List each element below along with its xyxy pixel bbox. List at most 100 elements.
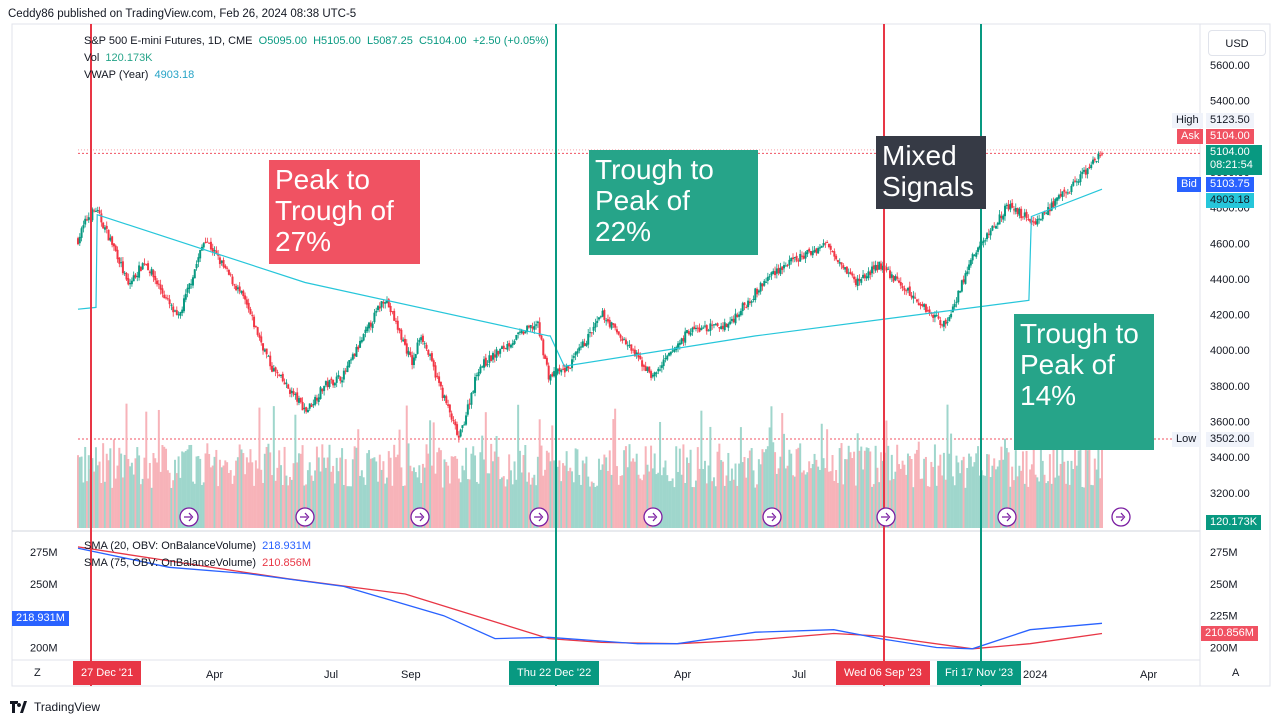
- auto-scale-toggle[interactable]: A: [1232, 667, 1240, 679]
- volume-bar: [294, 414, 297, 528]
- candle-body: [838, 262, 841, 264]
- volume-bar: [403, 485, 406, 528]
- symbol-legend[interactable]: S&P 500 E-mini Futures, 1D, CME O5095.00…: [84, 35, 549, 47]
- candle-body: [1016, 207, 1019, 215]
- candle-body: [752, 298, 755, 300]
- marker-label-06-sep-23[interactable]: Wed 06 Sep '23: [836, 661, 930, 685]
- volume-bar: [400, 467, 403, 528]
- volume-bar: [1009, 486, 1012, 528]
- volume-bar: [786, 465, 789, 528]
- volume-legend[interactable]: Vol 120.173K: [84, 52, 153, 64]
- log-scale-toggle[interactable]: Z: [34, 667, 41, 679]
- volume-bar: [845, 459, 848, 528]
- volume-bar: [190, 444, 193, 528]
- volume-bar: [562, 463, 565, 528]
- obv-sma75-legend[interactable]: SMA (75, OBV: OnBalanceVolume) 210.856M: [84, 557, 311, 569]
- volume-bar: [475, 481, 478, 528]
- volume-bar: [436, 452, 439, 528]
- candle-body: [294, 394, 297, 396]
- volume-bar: [583, 463, 586, 528]
- candle-body: [831, 251, 834, 253]
- volume-bar: [1093, 458, 1096, 528]
- candle-body: [339, 376, 342, 381]
- volume-bar: [547, 452, 550, 528]
- volume-bar: [707, 465, 710, 528]
- ohlc-close: C5104.00: [418, 35, 467, 47]
- volume-bar: [743, 456, 746, 528]
- marker-label-17-nov-23[interactable]: Fri 17 Nov '23: [937, 661, 1022, 685]
- candle-body: [348, 360, 351, 367]
- candle-body: [504, 348, 507, 350]
- volume-bar: [705, 483, 708, 528]
- volume-bar: [263, 453, 266, 528]
- volume-bar: [267, 443, 270, 528]
- candle-body: [350, 359, 353, 361]
- candle-body: [400, 329, 403, 340]
- candle-body: [393, 310, 396, 321]
- volume-bar: [590, 481, 593, 528]
- candle-body: [822, 243, 825, 246]
- candle-body: [829, 245, 832, 250]
- candle-body: [448, 404, 451, 413]
- candle-body: [558, 367, 561, 372]
- candle-body: [93, 210, 96, 212]
- vwap-value: 4903.18: [154, 69, 195, 81]
- volume-bar: [910, 459, 913, 528]
- candle-body: [721, 325, 724, 329]
- candle-body: [757, 290, 760, 293]
- volume-bar: [921, 478, 924, 528]
- volume-bar: [811, 464, 814, 528]
- candle-body: [1075, 181, 1078, 183]
- footer-brand[interactable]: TradingView: [10, 700, 100, 714]
- candle-body: [984, 240, 987, 242]
- candle-body: [1066, 192, 1069, 194]
- candle-body: [630, 344, 633, 351]
- candle-body: [991, 225, 994, 231]
- obv-axis-label: 250M: [1210, 579, 1238, 591]
- volume-bar: [303, 485, 306, 528]
- volume-bar: [412, 467, 415, 528]
- volume-bar: [790, 453, 793, 528]
- marker-label-27-dec-21[interactable]: 27 Dec '21: [73, 661, 142, 685]
- candle-body: [635, 352, 638, 355]
- volume-bar: [558, 460, 561, 528]
- volume-bar: [808, 461, 811, 528]
- currency-button[interactable]: USD: [1208, 30, 1266, 56]
- x-label-2024: 2024: [1023, 669, 1048, 681]
- candle-body: [887, 268, 890, 270]
- candle-body: [729, 321, 732, 325]
- vwap-legend[interactable]: VWAP (Year) 4903.18: [84, 69, 194, 81]
- obv-sma20-legend[interactable]: SMA (20, OBV: OnBalanceVolume) 218.931M: [84, 540, 311, 552]
- volume-bar: [896, 444, 899, 528]
- candle-body: [1039, 219, 1042, 221]
- volume-bar: [878, 482, 881, 528]
- volume-bar: [1029, 469, 1032, 528]
- candle-body: [948, 316, 951, 322]
- candle-body: [800, 255, 803, 257]
- volume-bar: [301, 445, 304, 528]
- candle-body: [626, 345, 629, 347]
- candle-body: [621, 338, 624, 341]
- candle-body: [576, 350, 579, 354]
- volume-bar: [747, 458, 750, 528]
- volume-bar: [351, 459, 354, 528]
- candle-body: [874, 264, 877, 271]
- event-marker-arrow: [767, 512, 777, 522]
- marker-label-22-dec-22[interactable]: Thu 22 Dec '22: [509, 661, 600, 685]
- event-marker-icon: [295, 507, 315, 527]
- volume-bar: [432, 422, 435, 528]
- volume-bar: [474, 455, 477, 528]
- volume-bar: [698, 468, 701, 528]
- volume-bar: [777, 468, 780, 528]
- candle-body: [78, 236, 81, 244]
- candle-body: [287, 384, 290, 389]
- volume-bar: [1036, 477, 1039, 528]
- volume-bar: [689, 449, 692, 528]
- candle-body: [889, 270, 892, 279]
- price-axis-label: 5400.00: [1210, 96, 1250, 108]
- candle-body: [809, 250, 812, 255]
- candle-body: [468, 403, 471, 405]
- candle-body: [1011, 202, 1014, 208]
- candle-body: [761, 283, 764, 287]
